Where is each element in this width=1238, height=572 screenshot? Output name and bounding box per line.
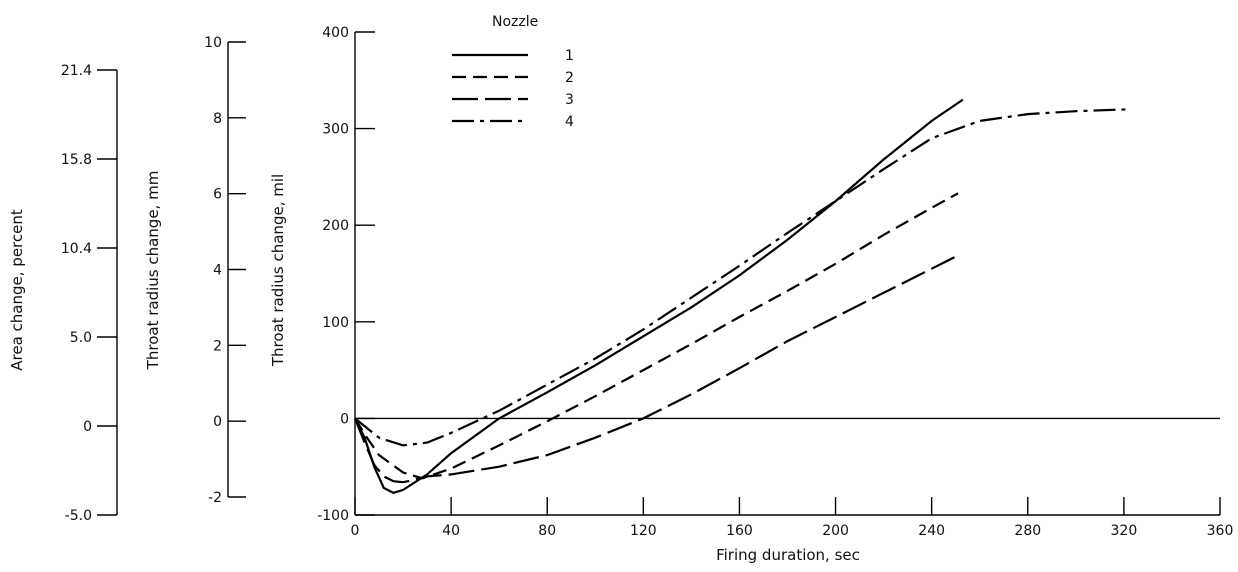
mm-tick-label: 8 <box>213 111 222 127</box>
x-tick-label: 280 <box>1014 523 1041 539</box>
mm-tick-label: 0 <box>213 414 222 430</box>
mm-tick-label: -2 <box>208 490 222 506</box>
mm-tick-label: 10 <box>204 35 222 51</box>
mm-axis: -2 0 2 4 6 8 10 Throat radius change, mm <box>144 35 246 506</box>
series-line-nozzle-1 <box>354 98 964 494</box>
area-tick-label: 21.4 <box>61 63 92 79</box>
legend-label-nozzle-3: 3 <box>565 92 574 108</box>
legend-title: Nozzle <box>492 14 538 30</box>
x-axis: 0 40 80 120 160 200 240 280 320 360 Firing durati… <box>351 497 1234 564</box>
area-axis-title: Area change, percent <box>8 209 26 371</box>
area-tick-label: -5.0 <box>65 508 92 524</box>
area-tick-label: 15.8 <box>61 152 92 168</box>
x-tick-label: 360 <box>1207 523 1234 539</box>
legend-label-nozzle-1: 1 <box>565 48 574 64</box>
x-tick-label: 200 <box>822 523 849 539</box>
x-axis-ticks: 0 40 80 120 160 200 240 280 320 360 <box>351 497 1234 539</box>
mil-tick-label: 300 <box>322 122 349 138</box>
mm-tick-label: 6 <box>213 187 222 203</box>
x-tick-label: 120 <box>630 523 657 539</box>
series-line-nozzle-3 <box>353 253 961 484</box>
mm-axis-ticks: -2 0 2 4 6 8 10 <box>204 35 246 506</box>
mil-axis-ticks: -100 0 100 200 300 400 <box>317 25 375 524</box>
area-tick-label: 0 <box>83 419 92 435</box>
x-axis-title: Firing duration, sec <box>716 546 860 564</box>
x-tick-label: 160 <box>726 523 753 539</box>
series-line-nozzle-4 <box>354 108 1129 447</box>
mm-tick-label: 2 <box>213 338 222 354</box>
mil-tick-label: 0 <box>340 411 349 427</box>
x-tick-label: 320 <box>1111 523 1138 539</box>
x-tick-label: 40 <box>442 523 460 539</box>
legend: Nozzle 1 2 3 4 <box>452 14 574 130</box>
mm-axis-title: Throat radius change, mm <box>144 171 162 371</box>
mil-tick-label: 400 <box>322 25 349 41</box>
x-tick-label: 80 <box>538 523 556 539</box>
x-tick-label: 0 <box>351 523 360 539</box>
area-axis-ticks: -5.0 0 5.0 10.4 15.8 21.4 <box>61 63 117 524</box>
area-tick-label: 5.0 <box>70 330 92 346</box>
legend-label-nozzle-4: 4 <box>565 114 574 130</box>
area-tick-label: 10.4 <box>61 241 92 257</box>
mil-axis-title: Throat radius change, mil <box>269 174 287 367</box>
series-line-nozzle-2 <box>354 192 959 480</box>
x-tick-label: 240 <box>918 523 945 539</box>
mm-tick-label: 4 <box>213 263 222 279</box>
series-group <box>353 98 1129 494</box>
mil-tick-label: 100 <box>322 315 349 331</box>
mil-tick-label: 200 <box>322 218 349 234</box>
mil-tick-label: -100 <box>317 508 349 524</box>
legend-label-nozzle-2: 2 <box>565 70 574 86</box>
area-change-axis: -5.0 0 5.0 10.4 15.8 21.4 Area change, percen… <box>8 63 118 524</box>
mil-axis: -100 0 100 200 300 400 Throat radius change, … <box>269 25 375 524</box>
